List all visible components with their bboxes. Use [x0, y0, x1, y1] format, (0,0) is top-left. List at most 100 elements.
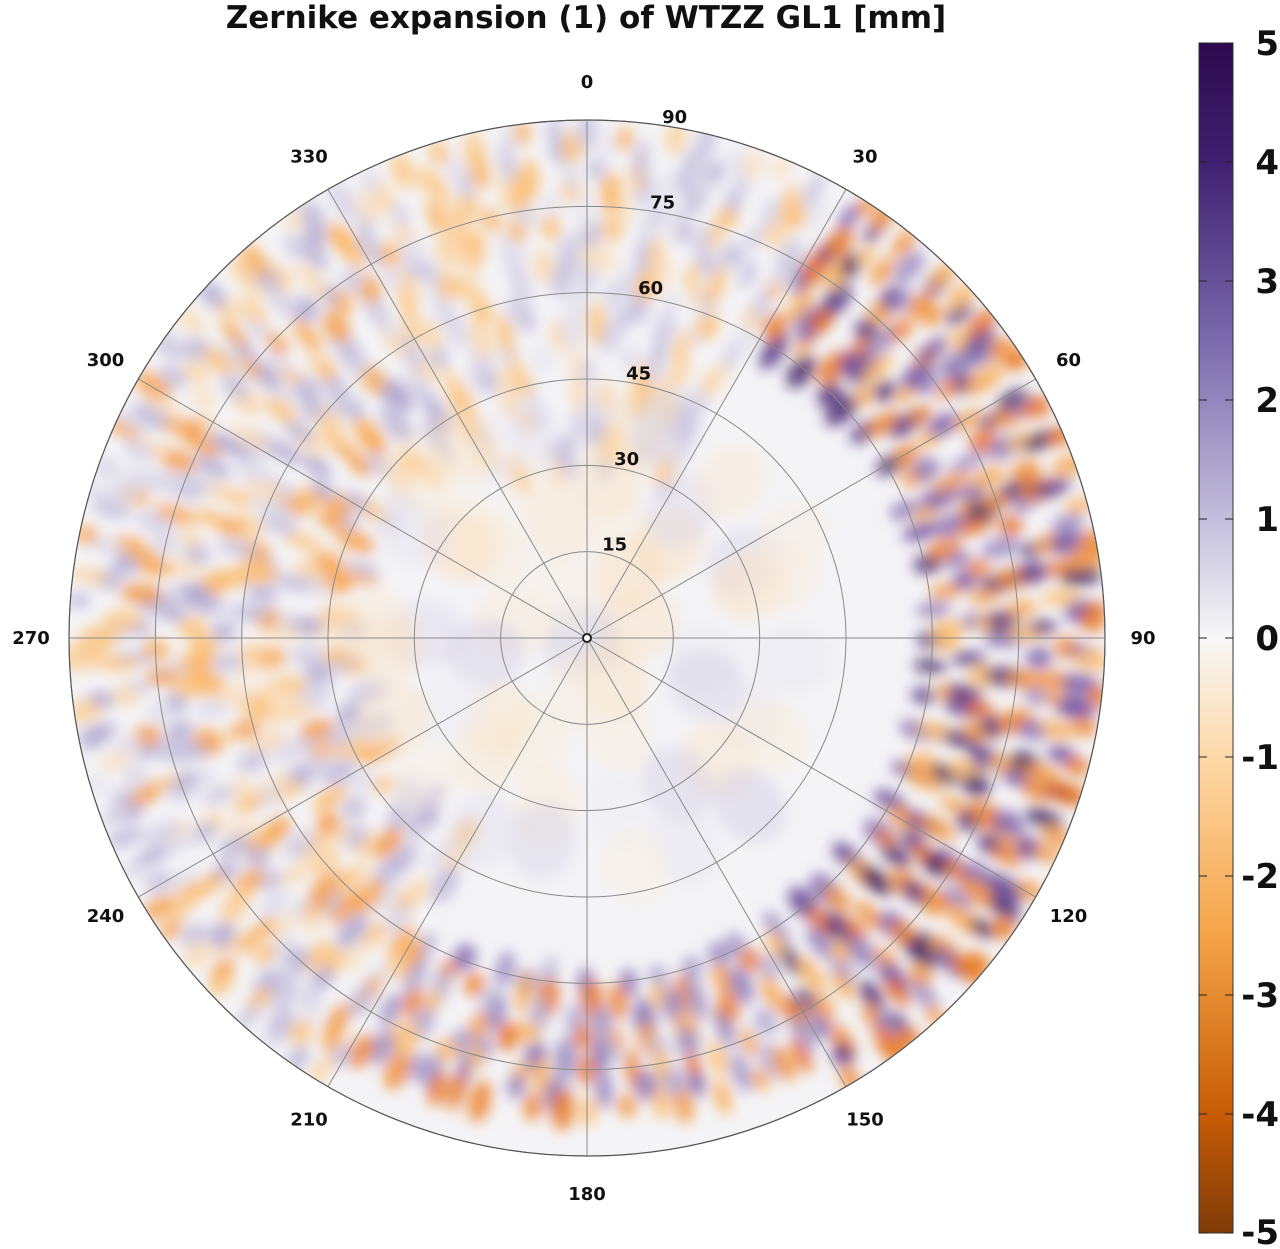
heat-cell [1049, 530, 1086, 555]
polar-disc [68, 119, 1106, 1157]
heat-cell [407, 877, 430, 901]
radial-tick-label: 90 [662, 107, 687, 128]
heat-cell [351, 878, 385, 915]
heat-cell [851, 331, 877, 358]
heat-cell [938, 350, 973, 380]
radial-tick-label: 30 [614, 449, 639, 470]
heat-cell [586, 300, 606, 345]
chart-title: Zernike expansion (1) of WTZZ GL1 [mm] [225, 0, 947, 36]
heat-cell [780, 946, 803, 976]
heat-cell [546, 120, 564, 156]
heat-cell [866, 410, 900, 438]
heat-cell [919, 815, 956, 841]
heat-cell [1005, 599, 1038, 618]
heat-cell [704, 159, 725, 184]
heat-cell [288, 1019, 314, 1046]
heat-cell [786, 284, 815, 324]
heat-cell [797, 956, 826, 994]
heat-cell [927, 413, 959, 438]
heat-cell [591, 1006, 612, 1039]
heat-cell [904, 937, 937, 969]
heat-cell [619, 344, 640, 371]
heat-cell [464, 229, 487, 262]
heat-cell [144, 668, 178, 686]
heat-cell [705, 265, 727, 307]
colorbar-tick-label: -1 [1241, 738, 1279, 778]
heat-cell [321, 758, 356, 786]
heat-cell [811, 1014, 831, 1039]
heat-cell [671, 330, 693, 368]
heat-cell [969, 917, 995, 939]
heat-cell [956, 517, 993, 537]
heat-cell [469, 1011, 488, 1042]
heat-cell [760, 975, 785, 1012]
heat-cell [191, 727, 218, 748]
heat-cell [599, 128, 615, 170]
radial-labels: 15 30 45 60 75 90 [602, 107, 687, 555]
heat-cell [325, 494, 352, 518]
grid-spoke [138, 378, 588, 639]
heat-cell [646, 235, 664, 277]
heat-cell [228, 776, 255, 800]
heat-cell [711, 963, 734, 996]
heat-cell [251, 494, 292, 520]
heat-cell [161, 605, 186, 623]
heat-cell [946, 683, 983, 702]
heat-cell [177, 530, 203, 547]
colorbar-tick-label: 0 [1255, 619, 1279, 659]
heat-cell [964, 700, 995, 717]
heat-cell [917, 336, 949, 363]
heat-cell [379, 406, 413, 442]
heat-cell [386, 808, 410, 832]
heat-cell [699, 366, 724, 397]
heat-cell [291, 318, 323, 352]
heat-cell [181, 923, 208, 947]
heat-cell [495, 950, 515, 988]
heat-cell [436, 271, 459, 301]
heat-cell [301, 237, 329, 271]
heat-cell [245, 846, 270, 869]
heat-cell [260, 892, 288, 918]
heat-cell [383, 1049, 412, 1091]
heat-cell [119, 583, 163, 605]
heat-cell [165, 896, 196, 921]
heat-cell [284, 946, 310, 973]
heat-cell [971, 466, 1006, 489]
heat-cell [302, 455, 332, 478]
heat-cell [824, 885, 852, 913]
heat-cell [236, 931, 259, 954]
heat-cell [204, 785, 234, 805]
heat-cell [725, 932, 747, 958]
heat-cell [316, 812, 340, 835]
heat-cell [559, 131, 584, 163]
heat-cell [987, 895, 1021, 921]
heat-cell [341, 268, 364, 293]
heat-cell [1048, 782, 1089, 807]
heat-cell [761, 312, 787, 341]
heat-cell [997, 515, 1023, 537]
heat-cell [299, 201, 325, 230]
heat-cell [961, 773, 991, 798]
heat-cell [464, 972, 485, 997]
heat-cell [675, 1026, 700, 1058]
heat-cell [966, 559, 991, 577]
heat-cell [187, 873, 225, 901]
heat-cell [893, 443, 920, 466]
heat-cell [336, 912, 369, 949]
heat-cell [831, 971, 856, 1001]
heat-cell [162, 831, 199, 855]
azimuth-tick-label: 210 [290, 1110, 328, 1131]
heat-cell [515, 972, 533, 1015]
heat-cell [1039, 719, 1076, 740]
heat-cell [1023, 395, 1052, 419]
heat-cell [635, 269, 658, 302]
heat-cell [967, 588, 1001, 604]
heat-cell [112, 552, 139, 576]
heat-cell [469, 319, 495, 360]
heat-cell [727, 965, 755, 1004]
heat-cell [741, 148, 766, 182]
heat-cell [752, 1067, 770, 1092]
heat-cell [492, 393, 562, 474]
heat-cell [402, 987, 424, 1018]
heat-cell [343, 491, 369, 511]
